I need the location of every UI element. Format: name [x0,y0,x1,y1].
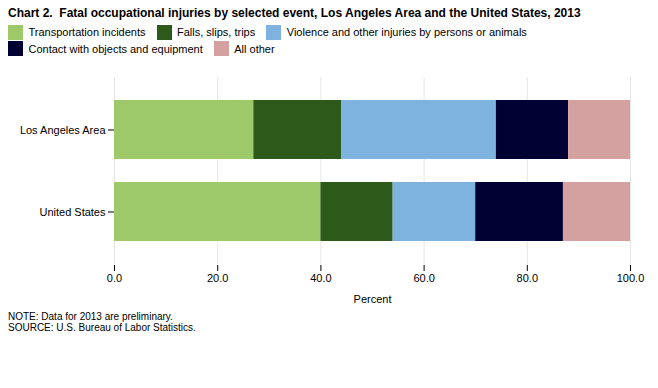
html-text:All other: All other [234,42,275,55]
html-text:Transportation incidents: Transportation incidents [28,26,146,39]
svg-text:20.0: 20.0 [207,272,228,284]
html-text:NOTE: Data for 2013 are prelim: NOTE: Data for 2013 are preliminary. SOU… [8,310,196,333]
html-text:Contact with objects and equip: Contact with objects and equipment [28,42,203,55]
html-text:Chart 2. Fatal occupational in: Chart 2. Fatal occupational injuries by … [8,6,581,20]
svg-text:80.0: 80.0 [517,272,538,284]
svg-text:0.0: 0.0 [107,272,122,284]
html-text:Violence and other injuries by: Violence and other injuries by persons o… [286,26,527,39]
svg-text:Los Angeles Area: Los Angeles Area [20,123,107,135]
svg-text:Percent: Percent [354,292,392,304]
svg-text:60.0: 60.0 [413,272,434,284]
svg-text:United States: United States [39,205,106,217]
svg-text:40.0: 40.0 [310,272,331,284]
html-text:Falls, slips, trips: Falls, slips, trips [177,26,256,39]
svg-text:100.0: 100.0 [617,272,645,284]
